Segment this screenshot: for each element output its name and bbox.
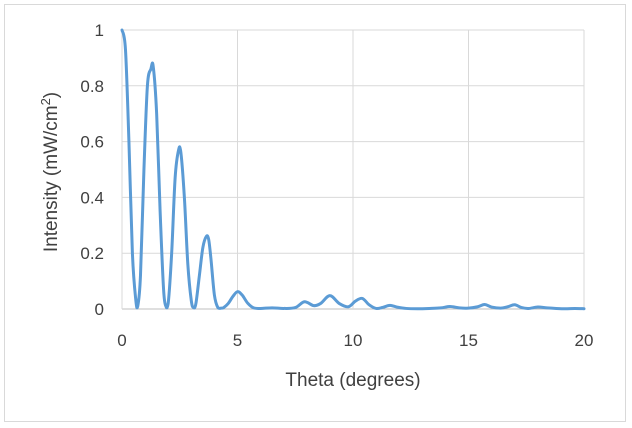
x-tick-label: 10: [344, 331, 363, 350]
y-axis-title-main: Intensity (mW/cm: [41, 105, 62, 252]
x-tick-label: 0: [117, 331, 126, 350]
y-tick-label: 0.2: [80, 244, 104, 263]
x-tick-label: 20: [575, 331, 594, 350]
y-axis-ticks: 0 0.2 0.4 0.6 0.8 1: [80, 21, 104, 319]
chart-frame: [4, 4, 626, 422]
y-axis-title-superscript: 2: [38, 98, 53, 105]
grid-lines: [121, 29, 585, 310]
x-tick-label: 5: [233, 331, 242, 350]
intensity-series-line: [120, 28, 586, 311]
y-tick-label: 1: [95, 21, 104, 40]
y-tick-label: 0.8: [80, 77, 104, 96]
y-axis-title: Intensity (mW/cm2): [38, 92, 62, 252]
y-axis-title-close: ): [41, 92, 62, 98]
x-axis-title: Theta (degrees): [285, 370, 420, 391]
x-axis-ticks: 0 5 10 15 20: [117, 331, 593, 350]
x-tick-label: 15: [459, 331, 478, 350]
y-tick-label: 0: [95, 300, 104, 319]
plot-area: [120, 28, 586, 311]
y-tick-label: 0.6: [80, 133, 104, 152]
y-tick-label: 0.4: [80, 188, 104, 207]
